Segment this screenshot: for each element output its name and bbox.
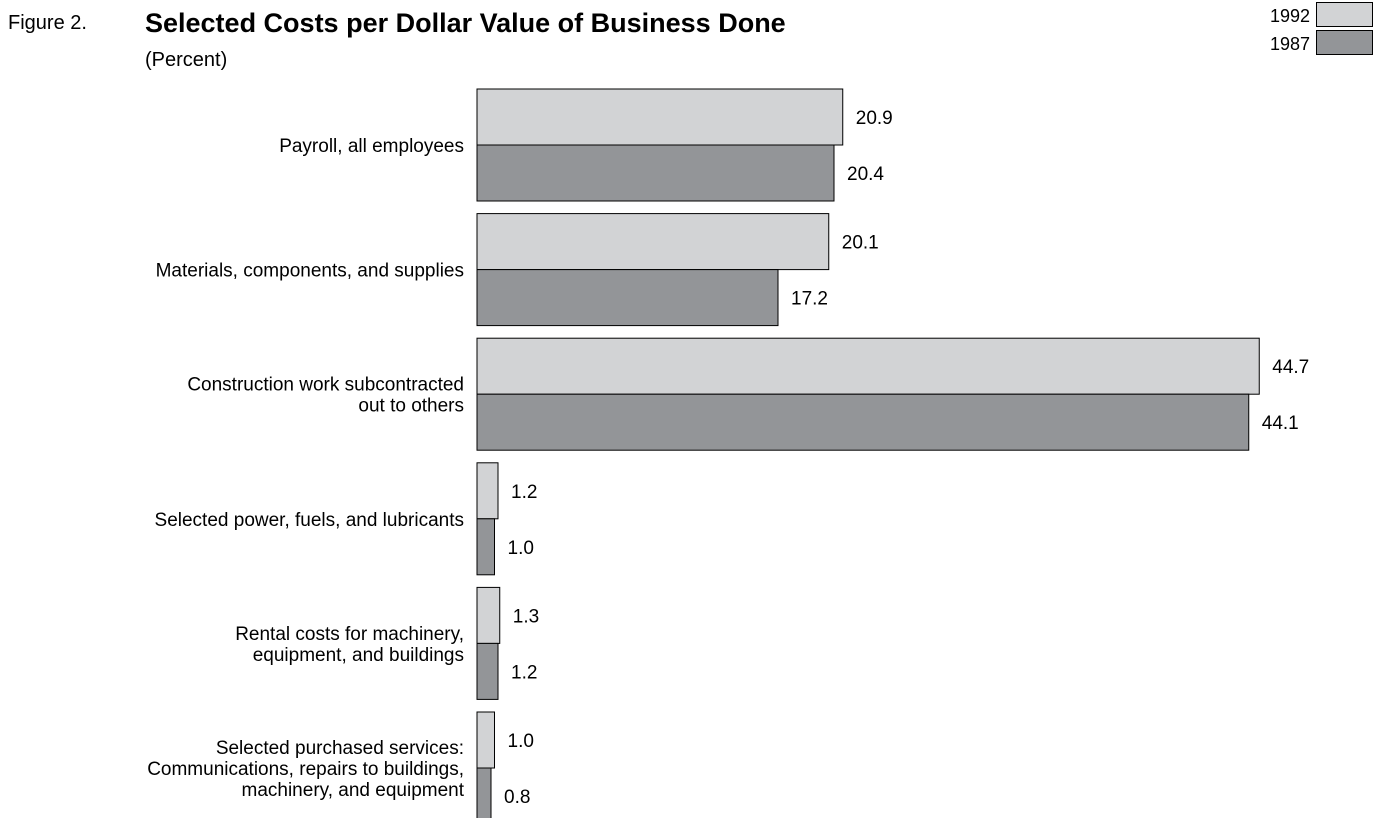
value-label-1987-0: 20.4 <box>847 164 884 185</box>
value-label-1992-5: 1.0 <box>508 731 534 752</box>
value-label-1992-3: 1.2 <box>511 482 537 503</box>
bar-1992-2 <box>476 337 1260 395</box>
bar-1992-0 <box>476 88 844 146</box>
category-label-2-line-1: out to others <box>358 396 464 417</box>
legend-swatch-1987 <box>1316 30 1373 55</box>
bar-1992-3 <box>476 462 499 520</box>
figure-label: Figure 2. <box>8 12 87 34</box>
category-label-2-line-0: Construction work subcontracted <box>187 375 464 396</box>
value-label-1992-4: 1.3 <box>513 606 539 627</box>
legend-label-1987: 1987 <box>1269 34 1310 54</box>
value-label-1987-4: 1.2 <box>511 662 537 683</box>
value-label-1987-2: 44.1 <box>1262 413 1299 434</box>
bar-1992-1 <box>476 213 830 271</box>
legend: 1992 1987 <box>1240 0 1390 62</box>
bar-1987-2 <box>476 393 1250 451</box>
category-label-4-line-0: Rental costs for machinery, <box>235 624 464 645</box>
bar-1987-1 <box>476 269 779 327</box>
category-label-4-line-1: equipment, and buildings <box>253 645 464 666</box>
value-label-1987-5: 0.8 <box>504 787 530 808</box>
category-label-3-line-0: Selected power, fuels, and lubricants <box>155 510 464 531</box>
category-label-0-line-0: Payroll, all employees <box>279 136 464 157</box>
chart-title: Selected Costs per Dollar Value of Busin… <box>145 8 786 38</box>
bar-1987-0 <box>476 144 835 202</box>
value-label-1987-3: 1.0 <box>508 538 534 559</box>
legend-item-1992: 1992 <box>1240 2 1390 28</box>
bar-1992-5 <box>476 711 495 769</box>
category-label-5-line-1: Communications, repairs to buildings, <box>147 759 464 780</box>
category-label-5-line-2: machinery, and equipment <box>242 780 465 801</box>
category-label-5-line-0: Selected purchased services: <box>216 738 464 759</box>
legend-label-1992: 1992 <box>1269 6 1310 26</box>
category-label-1-line-0: Materials, components, and supplies <box>156 261 464 282</box>
bar-1992-4 <box>476 586 501 644</box>
legend-item-1987: 1987 <box>1240 30 1390 56</box>
value-label-1987-1: 17.2 <box>791 289 828 310</box>
bar-1987-3 <box>476 518 495 576</box>
bar-1987-5 <box>476 767 492 818</box>
value-label-1992-0: 20.9 <box>856 108 893 129</box>
value-label-1992-1: 20.1 <box>842 233 879 254</box>
legend-swatch-1992 <box>1316 2 1373 27</box>
value-label-1992-2: 44.7 <box>1272 357 1309 378</box>
chart-subtitle: (Percent) <box>145 49 228 71</box>
bar-1987-4 <box>476 642 499 700</box>
